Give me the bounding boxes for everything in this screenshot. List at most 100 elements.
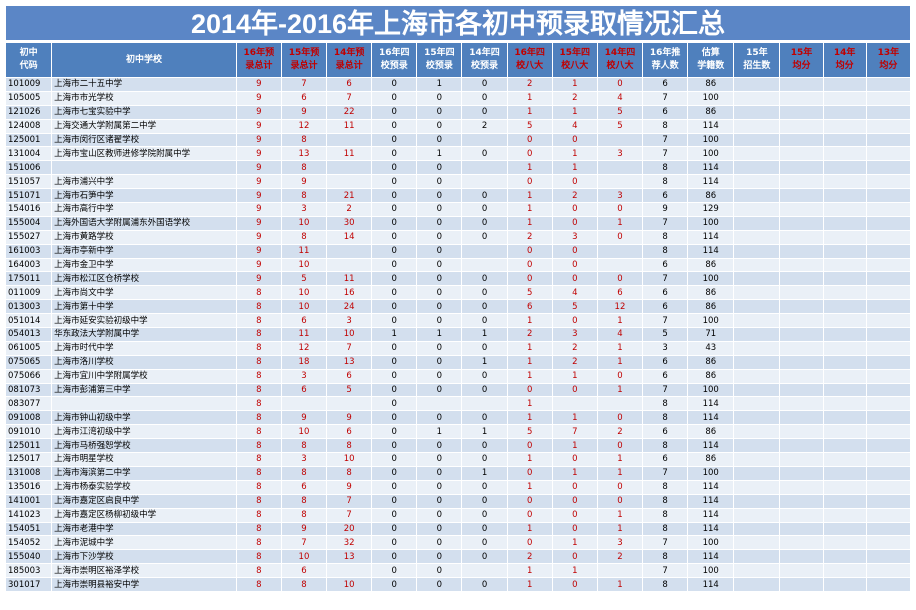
cell-est: 114 <box>687 410 735 426</box>
cell-avg13 <box>865 327 912 342</box>
cell-s4_14: 0 <box>461 77 508 92</box>
cell-code: 154016 <box>4 202 53 217</box>
cell-s4_16: 0 <box>371 410 418 426</box>
cell-s4_16: 0 <box>371 479 418 495</box>
cell-name: 上海市尚文中学 <box>51 285 237 301</box>
table-row: 154052 上海市泥城中学 8 7 32 0 0 0 0 1 3 7 100 <box>4 535 912 551</box>
cell-avg13 <box>865 104 912 120</box>
cell-est: 114 <box>687 174 735 190</box>
cell-avg13 <box>865 340 912 356</box>
cell-code: 091008 <box>4 410 53 426</box>
cell-avg15 <box>779 215 824 231</box>
table-row: 161003 上海市亭新中学 9 11 0 0 0 0 8 114 <box>4 243 912 259</box>
cell-b8_14 <box>596 132 644 148</box>
cell-name <box>51 160 237 176</box>
cell-avg14 <box>822 354 867 370</box>
cell-est: 114 <box>687 160 735 176</box>
cell-name: 上海市明星学校 <box>51 452 237 467</box>
cell-s4_14 <box>461 396 508 412</box>
cell-s4_16: 0 <box>371 507 418 523</box>
cell-s4_16: 0 <box>371 202 418 217</box>
cell-s4_16: 0 <box>371 340 418 356</box>
cell-s4_14: 0 <box>461 382 508 398</box>
table-row: 141001 上海市嘉定区启良中学 8 8 7 0 0 0 0 0 0 8 114 <box>4 493 912 509</box>
cell-enr15 <box>733 285 781 301</box>
cell-p15: 3 <box>280 452 328 467</box>
cell-code: 121026 <box>4 104 53 120</box>
cell-avg15 <box>779 410 824 426</box>
cell-p15: 8 <box>280 507 328 523</box>
cell-est: 71 <box>687 327 735 342</box>
cell-p15 <box>280 396 328 412</box>
cell-est: 114 <box>687 396 735 412</box>
cell-b8_15: 0 <box>551 382 598 398</box>
cell-b8_15: 0 <box>551 313 598 329</box>
cell-avg14 <box>822 368 867 384</box>
cell-name: 上海市延安实验初级中学 <box>51 313 237 329</box>
cell-enr15 <box>733 229 781 245</box>
cell-s4_15: 1 <box>416 146 463 162</box>
cell-s4_16: 0 <box>371 452 418 467</box>
cell-p16: 9 <box>235 104 282 120</box>
cell-code: 175011 <box>4 271 53 287</box>
cell-b8_14: 0 <box>596 493 644 509</box>
cell-p15: 8 <box>280 132 328 148</box>
cell-name: 上海市金卫中学 <box>51 257 237 273</box>
column-header-code: 初中 代码 <box>4 42 53 78</box>
cell-p14 <box>326 257 373 273</box>
cell-p15: 8 <box>280 493 328 509</box>
cell-p15: 11 <box>280 243 328 259</box>
table-row: 175011 上海市松江区仓桥学校 9 5 11 0 0 0 0 0 0 7 100 <box>4 271 912 287</box>
cell-enr15 <box>733 424 781 440</box>
column-header-s4_14: 14年四 校预录 <box>461 42 508 78</box>
cell-b8_16: 1 <box>506 160 553 176</box>
cell-avg13 <box>865 174 912 190</box>
cell-b8_16: 1 <box>506 410 553 426</box>
cell-code: 125017 <box>4 452 53 467</box>
cell-code: 131004 <box>4 146 53 162</box>
cell-est: 114 <box>687 507 735 523</box>
cell-avg14 <box>822 243 867 259</box>
cell-enr15 <box>733 327 781 342</box>
table-row: 013003 上海市第十中学 8 10 24 0 0 0 6 5 12 6 86 <box>4 299 912 315</box>
cell-p15: 5 <box>280 271 328 287</box>
cell-enr15 <box>733 146 781 162</box>
cell-b8_15: 4 <box>551 118 598 134</box>
column-header-avg13: 13年 均分 <box>865 42 912 78</box>
cell-enr15 <box>733 521 781 537</box>
cell-p14: 7 <box>326 340 373 356</box>
column-header-b8_15: 15年四 校八大 <box>551 42 598 78</box>
cell-avg15 <box>779 299 824 315</box>
cell-avg14 <box>822 396 867 412</box>
column-header-b8_16: 16年四 校八大 <box>506 42 553 78</box>
cell-s4_15: 0 <box>416 215 463 231</box>
cell-b8_14: 0 <box>596 438 644 454</box>
cell-p16: 9 <box>235 215 282 231</box>
cell-s4_16: 0 <box>371 174 418 190</box>
cell-rec16: 8 <box>642 396 689 412</box>
cell-p16: 9 <box>235 146 282 162</box>
cell-b8_16: 0 <box>506 271 553 287</box>
cell-p15: 6 <box>280 479 328 495</box>
cell-p15: 6 <box>280 90 328 106</box>
cell-s4_14 <box>461 257 508 273</box>
cell-p16: 8 <box>235 424 282 440</box>
cell-b8_15: 2 <box>551 188 598 204</box>
cell-code: 154052 <box>4 535 53 551</box>
cell-est: 86 <box>687 368 735 384</box>
cell-s4_15: 0 <box>416 132 463 148</box>
cell-s4_15: 0 <box>416 299 463 315</box>
cell-name: 上海市崇明区裕泽学校 <box>51 563 237 579</box>
cell-s4_15: 0 <box>416 382 463 398</box>
cell-name: 上海市泥城中学 <box>51 535 237 551</box>
cell-rec16: 6 <box>642 368 689 384</box>
cell-b8_15: 4 <box>551 285 598 301</box>
column-header-avg15: 15年 均分 <box>779 42 824 78</box>
cell-b8_15: 1 <box>551 368 598 384</box>
cell-avg13 <box>865 285 912 301</box>
cell-avg14 <box>822 577 867 592</box>
cell-s4_16: 0 <box>371 465 418 481</box>
cell-avg13 <box>865 257 912 273</box>
cell-b8_16: 1 <box>506 90 553 106</box>
cell-s4_14: 0 <box>461 202 508 217</box>
